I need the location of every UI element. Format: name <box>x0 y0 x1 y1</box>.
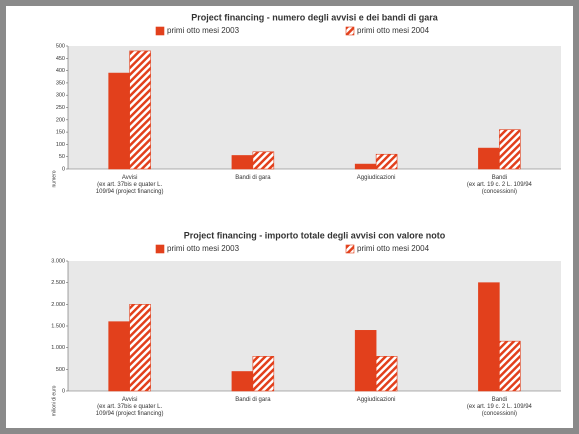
bar <box>108 72 130 170</box>
y-tick-label: 1.500 <box>51 323 65 329</box>
bar <box>499 129 521 170</box>
bar <box>129 50 151 170</box>
x-tick-label: Avvisi (ex art. 37bis e quater L. 109/94… <box>95 175 164 195</box>
y-axis-label: numero <box>51 170 57 187</box>
y-tick-label: 3.000 <box>51 258 65 264</box>
legend-swatch <box>345 244 355 254</box>
x-tick-label: Avvisi (ex art. 37bis e quater L. 109/94… <box>95 397 164 417</box>
x-tick-label: Aggiudicazioni <box>356 397 396 403</box>
charts: Project financing - numero degli avvisi … <box>51 12 561 416</box>
x-tick-label: Bandi (ex art. 19 c. 2 L. 109/94 (conces… <box>466 397 532 417</box>
bar <box>108 321 130 392</box>
bar <box>354 330 377 392</box>
legend-label: primi otto mesi 2004 <box>357 244 430 253</box>
bar <box>231 155 254 170</box>
y-tick-label: 350 <box>56 80 65 86</box>
y-tick-label: 200 <box>56 117 65 123</box>
legend-swatch <box>155 244 165 254</box>
y-tick-label: 500 <box>56 367 65 373</box>
bar <box>478 282 500 392</box>
x-tick-label: Bandi di gara <box>235 397 271 403</box>
bar <box>478 147 500 170</box>
bar <box>129 304 151 392</box>
y-tick-label: 100 <box>56 142 65 148</box>
x-tick-label: Aggiudicazioni <box>356 175 396 181</box>
bar <box>375 153 398 170</box>
bar <box>252 356 275 392</box>
bar <box>354 163 377 170</box>
y-axis-label: milioni di euro <box>51 385 57 416</box>
x-tick-label: Bandi di gara <box>235 175 271 181</box>
y-tick-label: 2.000 <box>51 302 65 308</box>
y-tick-label: 450 <box>56 56 65 62</box>
x-tick-label: Bandi (ex art. 19 c. 2 L. 109/94 (conces… <box>466 175 532 195</box>
legend-label: primi otto mesi 2003 <box>167 26 240 35</box>
legend-swatch <box>155 26 165 36</box>
legend-label: primi otto mesi 2004 <box>357 26 430 35</box>
y-tick-label: 0 <box>62 166 65 172</box>
legend-swatch <box>345 26 355 36</box>
y-tick-label: 500 <box>56 43 65 49</box>
y-tick-label: 2.500 <box>51 280 65 286</box>
bar <box>231 371 254 392</box>
bar <box>252 151 275 170</box>
y-tick-label: 300 <box>56 93 65 99</box>
y-tick-label: 150 <box>56 130 65 136</box>
chart-title: Project financing - numero degli avvisi … <box>191 12 439 22</box>
y-tick-label: 250 <box>56 105 65 111</box>
y-tick-label: 50 <box>59 154 65 160</box>
bar <box>375 356 398 392</box>
y-tick-label: 400 <box>56 68 65 74</box>
chart-title: Project financing - importo totale degli… <box>184 230 446 240</box>
bar <box>499 340 521 392</box>
legend-label: primi otto mesi 2003 <box>167 244 240 253</box>
y-tick-label: 1.000 <box>51 345 65 351</box>
y-tick-label: 0 <box>62 388 65 394</box>
